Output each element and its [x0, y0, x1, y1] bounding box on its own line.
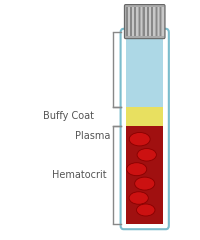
Ellipse shape	[134, 177, 154, 190]
Bar	[125, 7, 127, 36]
Bar	[144, 7, 146, 36]
Ellipse shape	[126, 163, 146, 176]
Bar	[140, 7, 142, 36]
Bar	[153, 7, 154, 36]
Ellipse shape	[128, 192, 148, 204]
Bar	[146, 7, 148, 36]
Bar	[148, 7, 150, 36]
FancyBboxPatch shape	[124, 5, 164, 39]
Bar	[125, 34, 163, 107]
Bar	[134, 7, 135, 36]
Bar	[127, 7, 129, 36]
Text: Buffy Coat: Buffy Coat	[43, 111, 94, 121]
Bar	[125, 107, 163, 126]
Bar	[155, 7, 156, 36]
Bar	[136, 7, 137, 36]
Bar	[161, 7, 163, 36]
Bar	[125, 126, 163, 224]
Bar	[151, 7, 152, 36]
Bar	[159, 7, 161, 36]
Text: Hematocrit: Hematocrit	[52, 170, 106, 180]
Ellipse shape	[129, 132, 149, 146]
Bar	[142, 7, 144, 36]
Text: Plasma: Plasma	[75, 131, 110, 141]
Bar	[138, 7, 140, 36]
Bar	[132, 7, 133, 36]
Ellipse shape	[136, 204, 154, 216]
Bar	[129, 7, 131, 36]
Ellipse shape	[136, 149, 156, 161]
Bar	[157, 7, 159, 36]
